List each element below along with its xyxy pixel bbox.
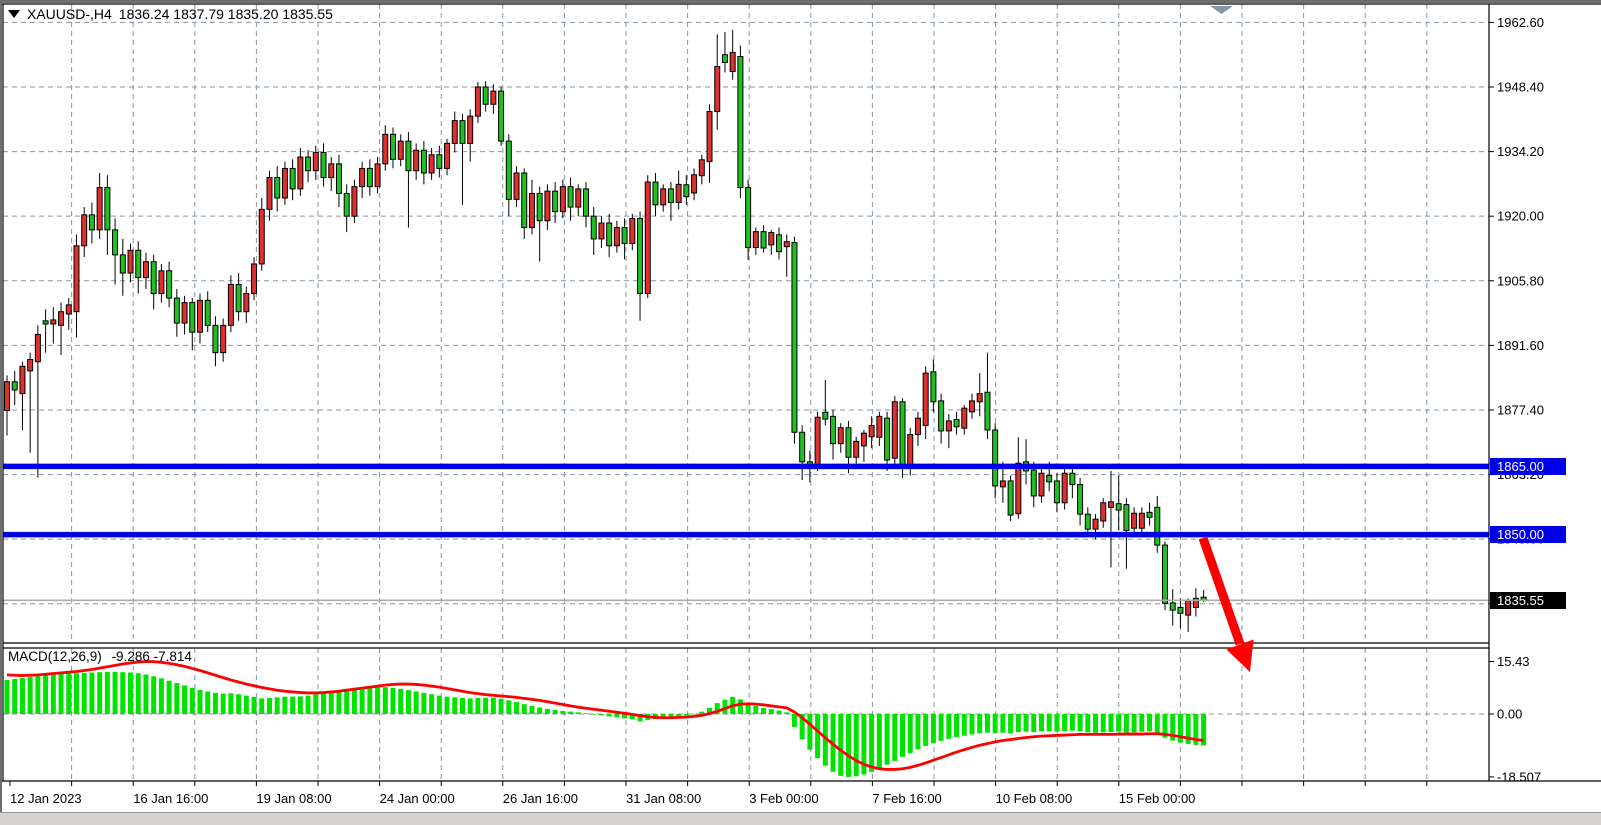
svg-text:1962.60: 1962.60 [1497,15,1544,30]
symbol-dropdown-icon[interactable] [8,10,20,18]
horizontal-level-lines[interactable] [3,463,1489,538]
svg-text:15 Feb 00:00: 15 Feb 00:00 [1119,791,1196,806]
svg-text:7 Feb 16:00: 7 Feb 16:00 [872,791,941,806]
window-left-border [0,0,2,812]
current-price-badge: 1835.55 [1490,591,1566,609]
chart-shift-marker-icon[interactable] [1210,6,1233,14]
macd-name: MACD(12,26,9) [8,649,102,664]
macd-indicator-label: MACD(12,26,9) -9.286 -7.814 [8,649,198,664]
window-bottom-chrome [0,812,1601,825]
macd-signal-line [6,660,1204,771]
svg-text:1948.40: 1948.40 [1497,79,1544,94]
svg-text:31 Jan 08:00: 31 Jan 08:00 [626,791,701,806]
svg-text:1920.00: 1920.00 [1497,209,1544,224]
grid-vertical-lines [71,4,1428,781]
macd-histogram [4,671,1207,777]
time-axis[interactable]: 12 Jan 2023 16 Jan 16:00 19 Jan 08:00 24 Ja… [9,781,1428,806]
svg-text:1891.60: 1891.60 [1497,338,1544,353]
macd-values: -9.286 -7.814 [111,649,192,664]
price-axis-labels[interactable]: 1962.60 1948.40 1934.20 1920.00 1905.80 1891.… [1489,15,1544,785]
svg-text:10 Feb 08:00: 10 Feb 08:00 [996,791,1073,806]
ohlc-values: 1836.24 1837.79 1835.20 1835.55 [118,6,333,22]
level-badge-1850: 1850.00 [1490,526,1566,544]
red-down-arrow[interactable] [1198,536,1254,672]
svg-text:-18.507: -18.507 [1497,769,1541,784]
svg-text:15.43: 15.43 [1497,654,1530,669]
svg-text:3 Feb 00:00: 3 Feb 00:00 [749,791,818,806]
grid-horizontal-lines [3,21,1489,715]
candlestick-series [4,29,1207,632]
chart-title: XAUUSD-,H4 1836.24 1837.79 1835.20 1835.… [8,6,333,22]
svg-text:1905.80: 1905.80 [1497,273,1544,288]
svg-text:0.00: 0.00 [1497,707,1522,722]
svg-text:24 Jan 00:00: 24 Jan 00:00 [380,791,455,806]
svg-text:1934.20: 1934.20 [1497,144,1544,159]
svg-text:16 Jan 16:00: 16 Jan 16:00 [133,791,208,806]
level-badge-1865: 1865.00 [1490,457,1566,475]
symbol-timeframe-label: XAUUSD-,H4 [27,6,112,22]
svg-text:19 Jan 08:00: 19 Jan 08:00 [256,791,331,806]
svg-text:12 Jan 2023: 12 Jan 2023 [10,791,82,806]
svg-text:1877.40: 1877.40 [1497,402,1544,417]
pane-borders [0,3,1601,782]
window-top-border [0,0,1601,3]
svg-text:26 Jan 16:00: 26 Jan 16:00 [503,791,578,806]
